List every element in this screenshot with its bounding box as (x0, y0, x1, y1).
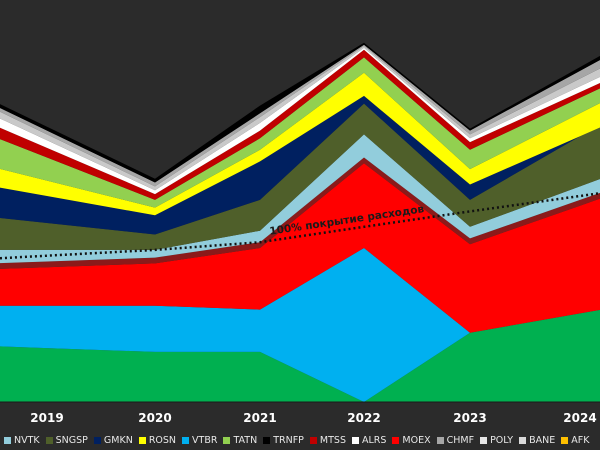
area-lkoh (0, 248, 600, 402)
legend-item-gmkn: GMKN (93, 434, 133, 446)
legend-swatch (4, 436, 11, 444)
legend-label: ROSN (148, 434, 177, 446)
legend-label: MOEX (402, 434, 431, 446)
legend-item-moex: MOEX (392, 434, 431, 446)
legend-label: GMKN (103, 434, 133, 446)
x-tick-label: 2024 (563, 411, 596, 425)
legend-item-tatn: TATN (223, 435, 257, 446)
legend-swatch (93, 436, 101, 444)
legend-item-alrs: ALRS (351, 434, 387, 446)
legend-swatch (436, 436, 444, 444)
legend-swatch (138, 436, 146, 444)
legend-label: VTBR (192, 434, 218, 446)
area-gmkn (0, 95, 600, 235)
legend-item-mtss: MTSS (309, 434, 346, 446)
x-tick-label: 2022 (347, 411, 380, 425)
area-sngsp (0, 103, 600, 250)
legend-item-chmf: CHMF (436, 434, 475, 446)
legend-swatch (45, 436, 53, 444)
coverage-line (0, 191, 600, 260)
area-nvtk (0, 134, 600, 264)
x-axis-ticks: 2019 2020 2021 2022 2023 2024 (30, 411, 596, 425)
legend-swatch (263, 436, 271, 444)
legend-item-trnfp: TRNFP (263, 435, 304, 446)
area-moex (0, 163, 600, 333)
legend-label: TRNFP (273, 434, 304, 446)
legend-swatch (392, 436, 400, 444)
legend-item-poly: POLY (480, 435, 513, 446)
legend-label: TATN (233, 434, 258, 446)
legend-label: SNGSP (55, 434, 88, 446)
legend-item-nvtk: NVTK (4, 435, 40, 446)
legend-item-vtbr: VTBR (182, 435, 217, 446)
x-tick-label: 2023 (453, 411, 486, 425)
legend-label: CHMF (446, 434, 475, 446)
legend-item-bane: BANE (519, 435, 555, 446)
legend-swatch (223, 436, 231, 444)
legend-swatch (519, 436, 527, 444)
x-tick-label: 2019 (30, 411, 63, 425)
legend-label: MTSS (319, 434, 346, 446)
legend-item-afk: AFK (561, 435, 589, 446)
legend-label: NVTK (14, 434, 40, 446)
legend-label: ALRS (361, 434, 387, 446)
area-chmf (0, 157, 600, 269)
legend-swatch (480, 436, 488, 444)
legend-item-sngsp: SNGSP (45, 434, 88, 446)
legend-label: BANE (529, 434, 556, 446)
legend-item-rosn: ROSN (138, 434, 177, 446)
legend: NVTK SNGSP GMKN ROSN VTBR TATN TRNFP MTSS ALRS MO… (0, 430, 600, 450)
legend-swatch (561, 436, 569, 444)
legend-label: POLY (490, 434, 514, 446)
legend-label: AFK (571, 434, 590, 446)
legend-swatch (182, 436, 190, 444)
legend-swatch (351, 436, 359, 444)
legend-swatch (309, 436, 317, 444)
x-tick-label: 2021 (243, 411, 276, 425)
area-layers (0, 42, 600, 402)
area-sber (0, 309, 600, 402)
x-tick-label: 2020 (138, 411, 171, 425)
